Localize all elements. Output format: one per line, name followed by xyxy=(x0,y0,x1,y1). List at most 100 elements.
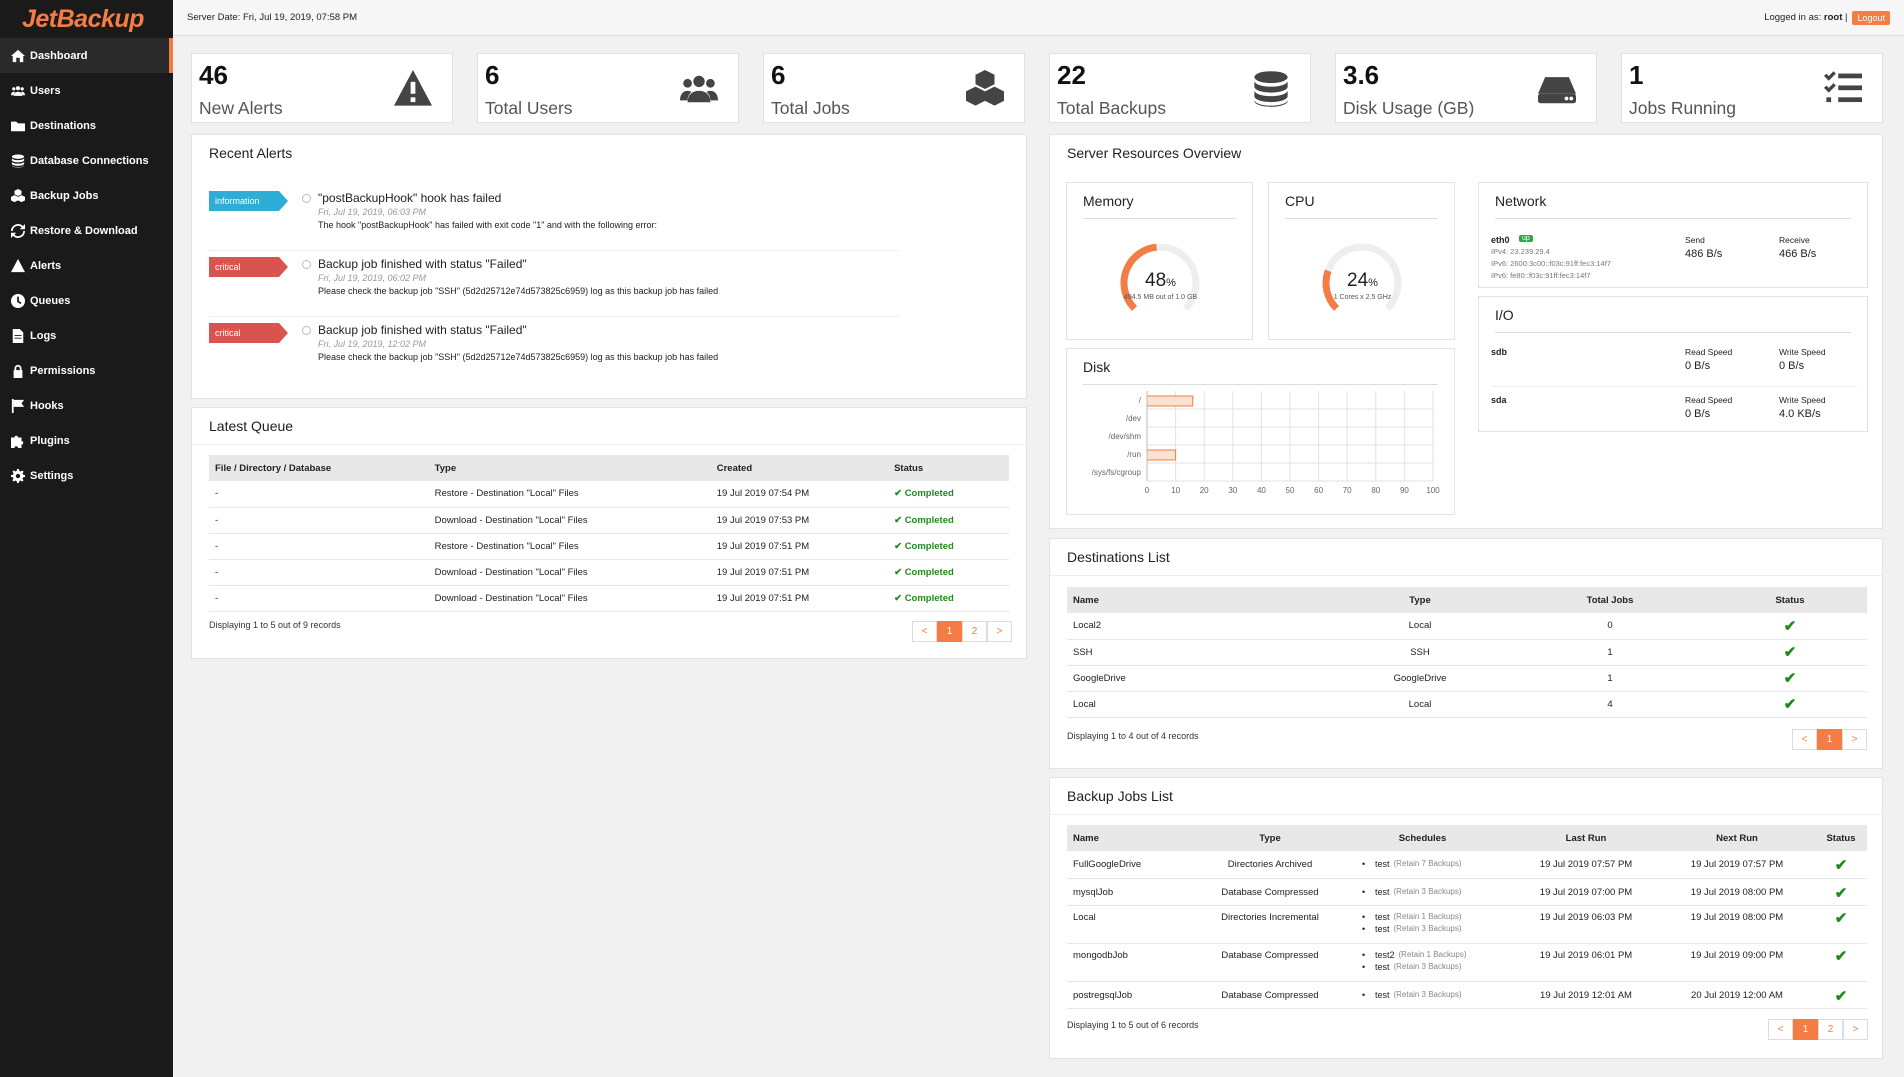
sidebar-item-label: Hooks xyxy=(30,399,64,412)
sidebar-item-logs[interactable]: Logs xyxy=(0,318,173,353)
table-row[interactable]: SSH SSH 1 ✔ xyxy=(1067,639,1867,666)
logout-button[interactable]: Logout xyxy=(1852,10,1890,25)
stat-label: Total Backups xyxy=(1057,98,1166,118)
prev-page-button[interactable]: < xyxy=(1768,1019,1793,1040)
x-tick-label: 80 xyxy=(1371,486,1380,495)
page-button-1[interactable]: 1 xyxy=(937,621,962,642)
timeline-dot xyxy=(302,260,311,269)
backup-jobs-panel: Backup Jobs List Name Type Schedules Las… xyxy=(1049,777,1883,1059)
check-icon: ✔ xyxy=(894,566,905,578)
status-text: Completed xyxy=(904,540,954,552)
table-row[interactable]: postregsqlJob Database Compressed • test (Re… xyxy=(1067,981,1867,1009)
sidebar-item-label: Restore & Download xyxy=(30,224,138,237)
schedule-name: test xyxy=(1375,911,1390,922)
users-icon xyxy=(680,70,718,108)
stat-value: 6 xyxy=(485,60,500,90)
job-schedules: • test2 (Retain 1 Backups) • test (Retain 3 B… xyxy=(1332,943,1507,982)
job-schedules: • test (Retain 7 Backups) xyxy=(1332,851,1507,879)
table-row[interactable]: Local Local 4 ✔ xyxy=(1067,691,1867,718)
dest-total-jobs: 1 xyxy=(1507,665,1707,692)
cpu-gauge xyxy=(1322,243,1402,311)
table-row[interactable]: - Restore - Destination "Local" Files 19 J… xyxy=(209,481,1009,508)
flag-icon xyxy=(11,398,25,413)
x-tick-label: 90 xyxy=(1400,486,1409,495)
sidebar-item-settings[interactable]: Settings xyxy=(0,458,173,493)
dest-total-jobs: 4 xyxy=(1507,691,1707,718)
sidebar: JetBackup Dashboard Users Destinations Data… xyxy=(0,0,173,1077)
table-row[interactable]: Local Directories Incremental • test (Retain… xyxy=(1067,905,1867,944)
x-tick-label: 70 xyxy=(1343,486,1352,495)
io-read-label: Read Speed xyxy=(1685,347,1733,357)
table-row[interactable]: FullGoogleDrive Directories Archived • test… xyxy=(1067,851,1867,879)
alert-message: The hook "postBackupHook" has failed wit… xyxy=(318,220,657,230)
alert-item[interactable]: critical Backup job finished with status … xyxy=(209,257,899,317)
sidebar-item-plugins[interactable]: Plugins xyxy=(0,423,173,458)
sidebar-item-permissions[interactable]: Permissions xyxy=(0,353,173,388)
sidebar-item-destinations[interactable]: Destinations xyxy=(0,108,173,143)
io-write-label: Write Speed xyxy=(1779,395,1826,405)
sidebar-item-database-connections[interactable]: Database Connections xyxy=(0,143,173,178)
page-button-1[interactable]: 1 xyxy=(1817,729,1842,750)
sidebar-item-backup-jobs[interactable]: Backup Jobs xyxy=(0,178,173,213)
sidebar-item-queues[interactable]: Queues xyxy=(0,283,173,318)
stat-label: Jobs Running xyxy=(1629,98,1737,118)
schedule-item: • test (Retain 3 Backups) xyxy=(1338,924,1507,934)
sidebar-item-alerts[interactable]: Alerts xyxy=(0,248,173,283)
logged-in-label: Logged in as: xyxy=(1764,12,1822,23)
network-iface: eth0 xyxy=(1491,235,1510,245)
category-label: /sys/fs/cgroup xyxy=(1092,468,1142,477)
x-tick-label: 30 xyxy=(1228,486,1237,495)
sidebar-item-restore-download[interactable]: Restore & Download xyxy=(0,213,173,248)
queue-status: ✔ Completed xyxy=(888,507,1009,534)
table-row[interactable]: Local2 Local 0 ✔ xyxy=(1067,613,1867,640)
x-tick-label: 50 xyxy=(1286,486,1295,495)
memory-detail: 494.5 MB out of 1.0 GB xyxy=(1123,294,1198,301)
memory-gauge xyxy=(1120,243,1200,311)
prev-page-button[interactable]: < xyxy=(912,621,937,642)
next-page-button[interactable]: > xyxy=(1842,729,1867,750)
sidebar-item-users[interactable]: Users xyxy=(0,73,173,108)
dest-name: SSH xyxy=(1067,639,1327,666)
sidebar-item-label: Users xyxy=(30,84,61,97)
alert-item[interactable]: information "postBackupHook" hook has fai… xyxy=(209,191,899,251)
table-row[interactable]: - Restore - Destination "Local" Files 19 J… xyxy=(209,533,1009,560)
job-last-run: 19 Jul 2019 06:03 PM xyxy=(1507,905,1659,944)
queue-cell: 19 Jul 2019 07:53 PM xyxy=(710,507,889,534)
job-name: postregsqlJob xyxy=(1067,981,1202,1009)
table-row[interactable]: mysqlJob Database Compressed • test (Retain … xyxy=(1067,878,1867,906)
disk-card: Disk 0 10 20 30 40 50 60 70 80 90 100 / /dev/dev/shm… xyxy=(1066,348,1455,515)
table-row[interactable]: - Download - Destination "Local" Files 19 … xyxy=(209,507,1009,534)
job-type: Database Compressed xyxy=(1202,981,1332,1009)
dest-name: GoogleDrive xyxy=(1067,665,1327,692)
job-next-run: 19 Jul 2019 07:57 PM xyxy=(1659,851,1809,879)
brand-logo[interactable]: JetBackup xyxy=(0,0,173,38)
table-row[interactable]: GoogleDrive GoogleDrive 1 ✔ xyxy=(1067,665,1867,692)
prev-page-button[interactable]: < xyxy=(1792,729,1817,750)
io-read-value: 0 B/s xyxy=(1685,408,1711,420)
next-page-button[interactable]: > xyxy=(1843,1019,1868,1040)
table-row[interactable]: mongodbJob Database Compressed • test2 (Reta… xyxy=(1067,943,1867,982)
sidebar-item-hooks[interactable]: Hooks xyxy=(0,388,173,423)
backup-jobs-pagination: <1 2 > xyxy=(1768,1019,1868,1040)
stat-card-new-alerts: 46 New Alerts xyxy=(191,53,453,123)
table-row[interactable]: - Download - Destination "Local" Files 19 … xyxy=(209,559,1009,586)
job-next-run: 19 Jul 2019 08:00 PM xyxy=(1659,878,1809,906)
job-next-run: 19 Jul 2019 09:00 PM xyxy=(1659,943,1809,982)
schedule-item: • test (Retain 7 Backups) xyxy=(1338,859,1507,869)
page-button-2[interactable]: 2 xyxy=(962,621,987,642)
clock-icon xyxy=(11,293,25,308)
page-button-1[interactable]: 1 xyxy=(1793,1019,1818,1040)
network-ipv6-b: IPv6: fe80::f03c:91ff:fec3:14f7 xyxy=(1491,271,1591,280)
sidebar-item-dashboard[interactable]: Dashboard xyxy=(0,38,173,73)
alert-level-badge: critical xyxy=(209,323,288,343)
bullet-icon: • xyxy=(1362,886,1366,897)
dest-name: Local2 xyxy=(1067,613,1327,640)
dest-col-total: Total Jobs xyxy=(1507,587,1707,613)
io-device-name: sda xyxy=(1491,395,1507,405)
alert-item[interactable]: critical Backup job finished with status … xyxy=(209,323,899,383)
check-icon: ✔ xyxy=(1707,665,1867,692)
cubes-icon xyxy=(966,70,1004,108)
page-button-2[interactable]: 2 xyxy=(1818,1019,1843,1040)
next-page-button[interactable]: > xyxy=(987,621,1012,642)
table-row[interactable]: - Download - Destination "Local" Files 19 … xyxy=(209,585,1009,612)
